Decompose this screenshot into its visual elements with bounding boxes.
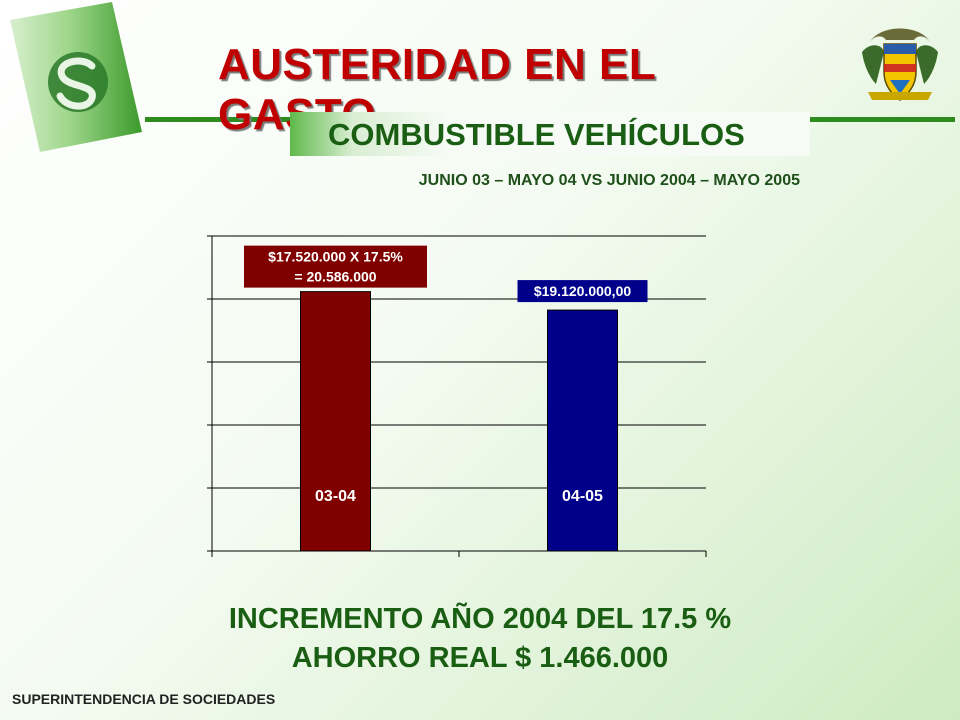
footer-organization: SUPERINTENDENCIA DE SOCIEDADES [12,691,276,707]
chart-axes [207,235,707,557]
chart-gridlines [212,235,706,489]
subtitle-banner [290,112,810,156]
bar-data-label: = 20.586.000 [294,269,376,285]
logo-s-icon [48,52,108,112]
bar-data-label: $17.520.000 X 17.5% [268,249,403,265]
bar-category-label: 03-04 [315,488,356,505]
savings-summary: AHORRO REAL $ 1.466.000 [291,642,669,674]
chart-bars [300,291,618,552]
increment-summary: INCREMENTO AÑO 2004 DEL 17.5 % [228,603,732,635]
bar-category-label: 04-05 [562,488,603,505]
data-label-box [517,280,648,303]
superintendencia-logo-ribbon [10,2,142,152]
bar-03-04 [300,291,371,552]
chart-labels: 03-04 $17.520.000 X 17.5% = 20.586.000 04-0… [244,245,648,505]
bar-data-label: $19.120.000,00 [534,283,632,299]
period-caption: JUNIO 03 – MAYO 04 VS JUNIO 2004 – MAYO … [418,172,800,189]
colombia-coat-of-arms-icon [862,28,938,101]
page-subtitle: COMBUSTIBLE VEHÍCULOS [328,117,745,152]
data-label-box [244,245,427,288]
bar-04-05 [547,309,618,552]
